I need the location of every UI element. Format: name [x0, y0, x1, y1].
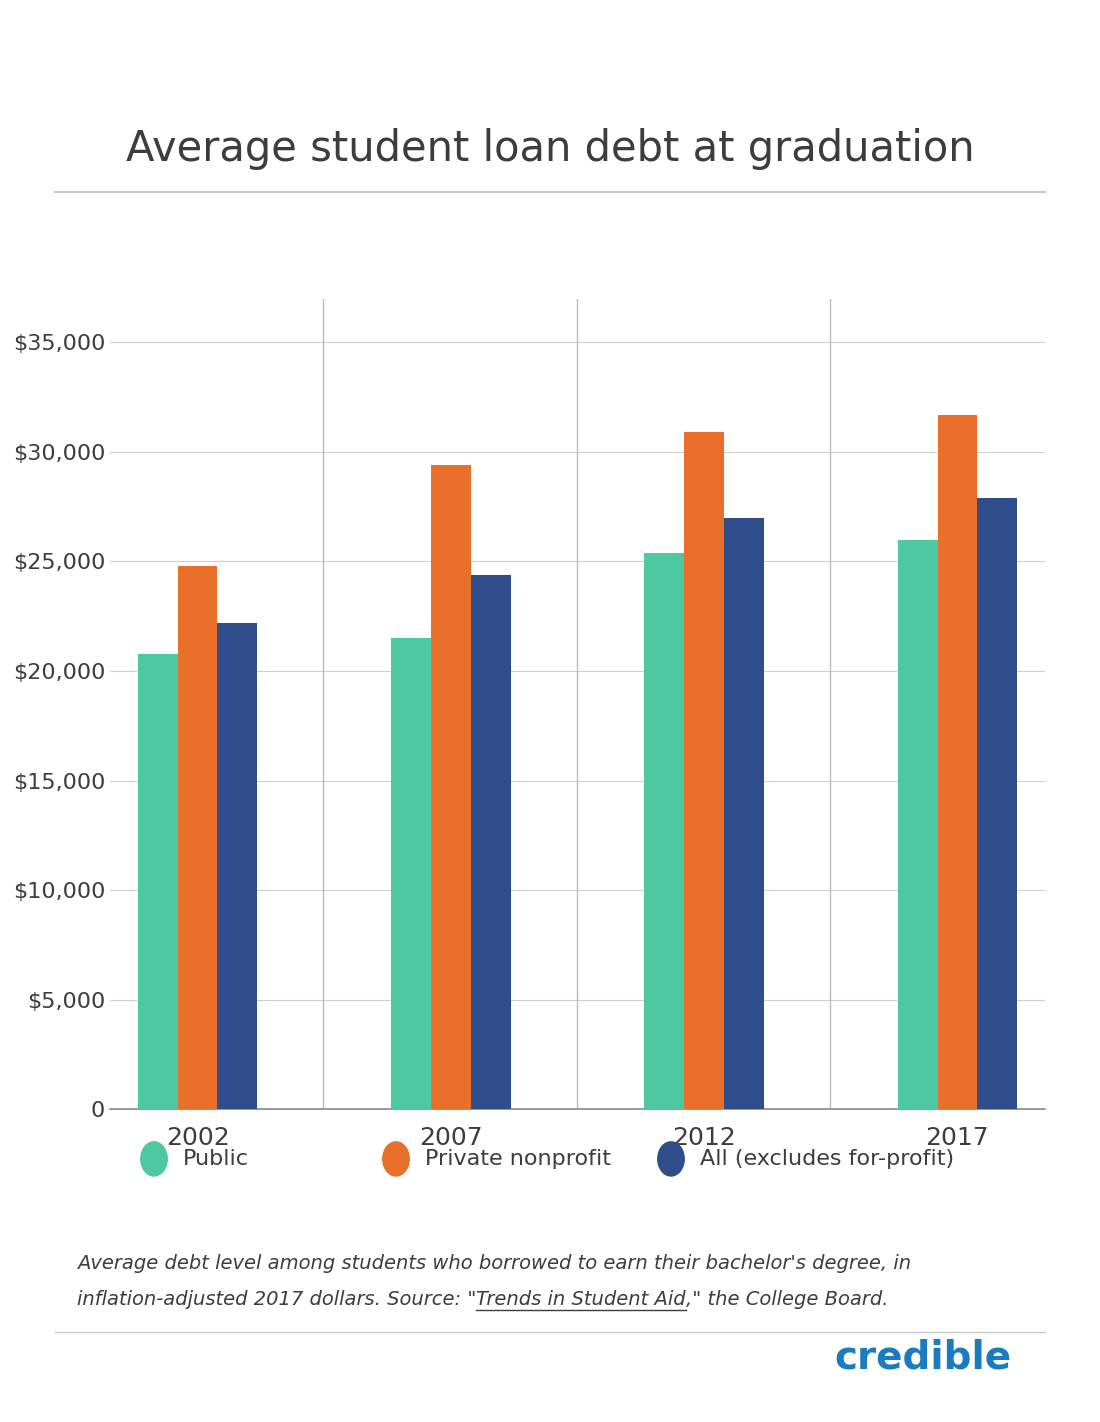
Text: Average student loan debt at graduation: Average student loan debt at graduation	[125, 128, 975, 171]
Bar	[392, 638, 431, 1109]
Text: All (excludes for-profit): All (excludes for-profit)	[700, 1149, 954, 1169]
Bar	[645, 553, 684, 1109]
Text: Private nonprofit: Private nonprofit	[425, 1149, 610, 1169]
Bar	[724, 518, 763, 1109]
Bar	[684, 432, 724, 1109]
Text: credible: credible	[835, 1338, 1012, 1376]
Text: inflation-adjusted 2017 dollars. Source: ": inflation-adjusted 2017 dollars. Source:…	[77, 1290, 476, 1308]
Bar	[178, 566, 218, 1109]
Text: Average debt level among students who borrowed to earn their bachelor's degree, : Average debt level among students who bo…	[77, 1254, 911, 1273]
Text: Public: Public	[183, 1149, 249, 1169]
Bar	[471, 574, 510, 1109]
Text: ," the College Board.: ," the College Board.	[686, 1290, 889, 1308]
Text: Trends in Student Aid: Trends in Student Aid	[476, 1290, 686, 1308]
Bar	[898, 539, 937, 1109]
Bar	[937, 415, 977, 1109]
Bar	[218, 623, 257, 1109]
Bar	[977, 498, 1018, 1109]
Bar	[138, 654, 178, 1109]
Bar	[431, 465, 471, 1109]
